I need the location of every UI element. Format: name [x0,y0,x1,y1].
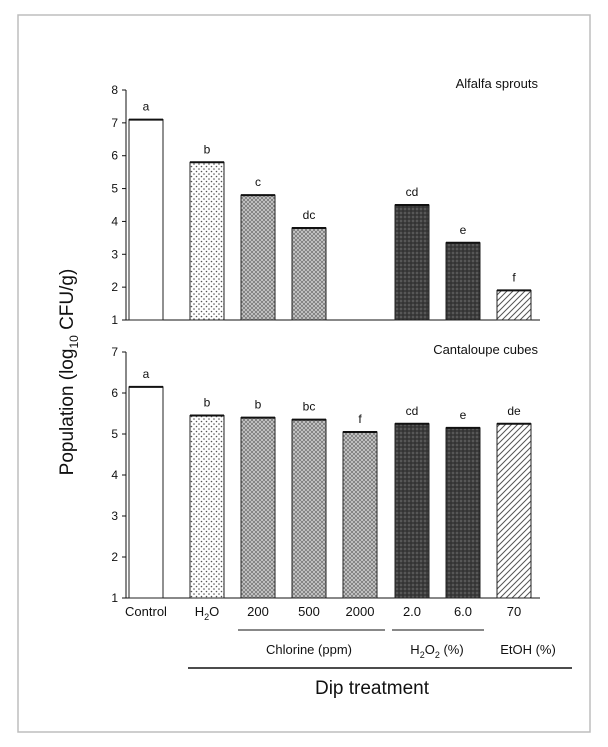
alfalfa-y-tick-label: 6 [111,149,118,163]
x-label-control: Control [125,604,167,619]
group-label-h2o2-main: H [410,642,419,657]
group-label-h2o2-sub2: 2 [435,650,440,660]
alfalfa-letter-2: c [255,175,261,189]
x-label-h2o: H2O [195,604,220,622]
x-label-500: 500 [298,604,320,619]
cantaloupe-y-tick-label: 6 [111,386,118,400]
alfalfa-letter-3: dc [303,208,316,222]
y-axis-label-sub: 10 [67,335,81,349]
cantaloupe-letter-2: b [255,398,262,412]
cantaloupe-bar-4 [342,431,378,599]
alfalfa-bar-0 [128,119,164,321]
cantaloupe-bar-5 [394,423,430,599]
alfalfa-letter-0: a [143,100,150,114]
x-label-h2o-main: H [195,604,204,619]
cantaloupe-bar-2 [240,417,276,599]
alfalfa-y-tick-label: 4 [111,214,118,228]
alfalfa-y-tick-label: 3 [111,247,118,261]
cantaloupe-y-tick-label: 7 [111,345,118,359]
cantaloupe-bar-3 [291,419,327,599]
group-labels: Chlorine (ppm) H2O2 (%) EtOH (%) [266,642,556,660]
y-axis-label-main: Population (log [57,349,78,476]
group-label-etoh: EtOH (%) [500,642,556,657]
alfalfa-y-tick-label: 8 [111,83,118,97]
alfalfa-bar-5 [394,204,430,321]
alfalfa-bar-3 [291,227,327,321]
cantaloupe-letter-7: de [507,404,521,418]
alfalfa-letter-1: b [204,142,211,156]
group-label-h2o2: H2O2 (%) [410,642,463,660]
x-axis-label: Dip treatment [315,678,430,699]
cantaloupe-bar-1 [189,415,225,599]
x-label-h2o-sub: 2 [204,612,209,622]
alfalfa-y-tick-label: 2 [111,280,118,294]
cantaloupe-y-tick-label: 4 [111,468,118,482]
x-label-2-0: 2.0 [403,604,421,619]
alfalfa-letter-6: e [460,223,467,237]
cantaloupe-y-tick-label: 3 [111,509,118,523]
cantaloupe-letter-3: bc [303,400,316,414]
group-label-h2o2-sub1: 2 [420,650,425,660]
cantaloupe-letter-6: e [460,408,467,422]
alfalfa-letter-7: f [512,270,516,284]
alfalfa-letter-5: cd [406,185,419,199]
x-label-h2o-tail: O [209,604,219,619]
cantaloupe-y-tick-label: 2 [111,550,118,564]
group-label-chlorine: Chlorine (ppm) [266,642,352,657]
alfalfa-bar-6 [445,242,481,321]
cantaloupe-letter-1: b [204,396,211,410]
cantaloupe-bar-6 [445,427,481,599]
alfalfa-bar-7 [496,289,532,321]
figure-border [17,14,591,733]
x-label-70: 70 [507,604,521,619]
cantaloupe-letter-5: cd [406,404,419,418]
x-label-200: 200 [247,604,269,619]
alfalfa-bar-2 [240,194,276,321]
x-label-6-0: 6.0 [454,604,472,619]
group-label-h2o2-mid: O [425,642,435,657]
cantaloupe-bar-7 [496,423,532,599]
cantaloupe-letter-0: a [143,367,150,381]
panel-cantaloupe: 1 2 3 4 5 6 7 Cantaloupe cubes a b b bc f cd e de [111,342,540,605]
cantaloupe-y-tick-label: 1 [111,591,118,605]
y-axis-label: Population (log10 CFU/g) [57,269,81,476]
group-label-h2o2-tail: (%) [440,642,464,657]
panel-alfalfa: 1 2 3 4 5 6 7 8 Alfalfa sprouts a b c dc cd e f [111,76,540,327]
alfalfa-panel-title: Alfalfa sprouts [456,76,539,91]
alfalfa-y-tick-label: 7 [111,116,118,130]
alfalfa-y-tick-label: 5 [111,182,118,196]
cantaloupe-bar-0 [128,386,164,599]
x-label-2000: 2000 [346,604,375,619]
alfalfa-bar-1 [189,161,225,321]
x-tick-labels: Control H2O 200 500 2000 2.0 6.0 70 [125,604,521,622]
cantaloupe-y-tick-label: 5 [111,427,118,441]
cantaloupe-panel-title: Cantaloupe cubes [433,342,538,357]
alfalfa-y-tick-label: 1 [111,313,118,327]
cantaloupe-letter-4: f [358,412,362,426]
y-axis-label-tail: CFU/g) [57,269,78,336]
